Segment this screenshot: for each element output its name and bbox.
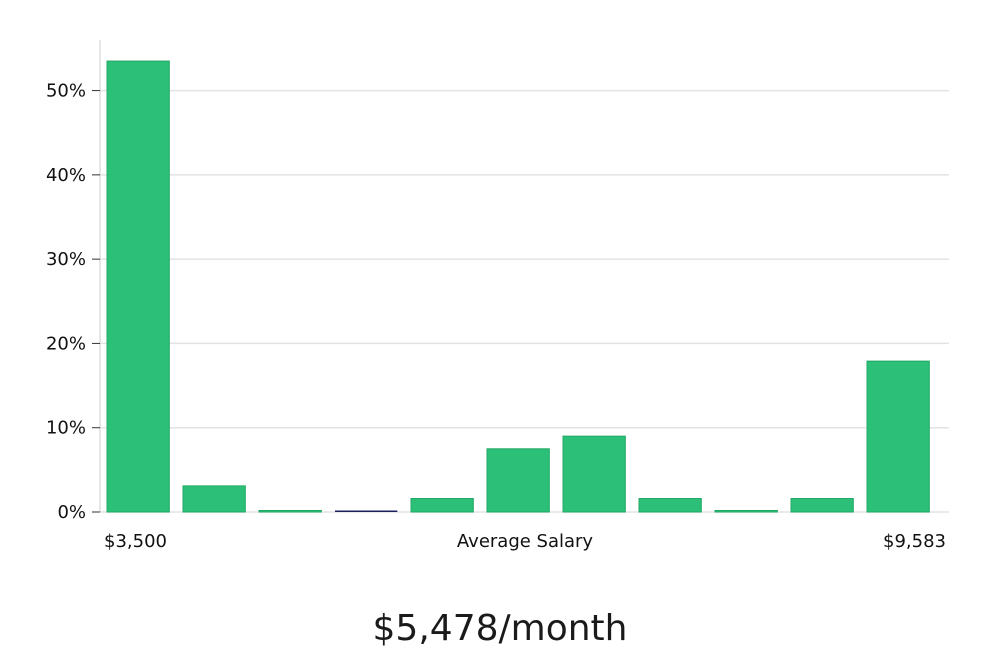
bar-10 [790, 498, 854, 513]
bar-9 [714, 510, 778, 513]
y-tick-label: 20% [46, 333, 86, 354]
average-salary-value: $5,478/month [372, 608, 628, 649]
bars [106, 60, 930, 513]
bar-3 [258, 510, 322, 513]
x-max-label: $9,583 [883, 531, 946, 552]
y-tick-label: 40% [46, 165, 86, 186]
y-tick-label: 10% [46, 418, 86, 439]
bar-5 [410, 498, 474, 513]
bar-2 [182, 485, 246, 513]
x-axis-label: Average Salary [457, 531, 594, 552]
y-tick-label: 0% [57, 502, 86, 523]
bar-1 [106, 60, 170, 513]
bar-11 [866, 360, 930, 513]
bar-4 [335, 510, 398, 512]
x-min-label: $3,500 [104, 531, 167, 552]
y-tick-label: 50% [46, 81, 86, 102]
bar-8 [638, 498, 702, 513]
y-axis-ticks: 0% 10% 20% 30% 40% 50% [46, 81, 100, 523]
bar-7 [562, 435, 626, 513]
y-tick-label: 30% [46, 249, 86, 270]
bar-6 [486, 448, 550, 513]
